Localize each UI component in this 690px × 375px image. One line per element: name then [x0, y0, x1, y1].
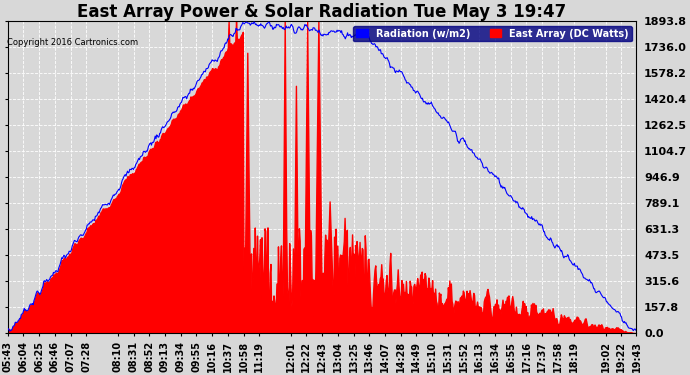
Title: East Array Power & Solar Radiation Tue May 3 19:47: East Array Power & Solar Radiation Tue M…: [77, 3, 566, 21]
Text: Copyright 2016 Cartronics.com: Copyright 2016 Cartronics.com: [7, 38, 138, 47]
Legend: Radiation (w/m2), East Array (DC Watts): Radiation (w/m2), East Array (DC Watts): [353, 26, 631, 42]
